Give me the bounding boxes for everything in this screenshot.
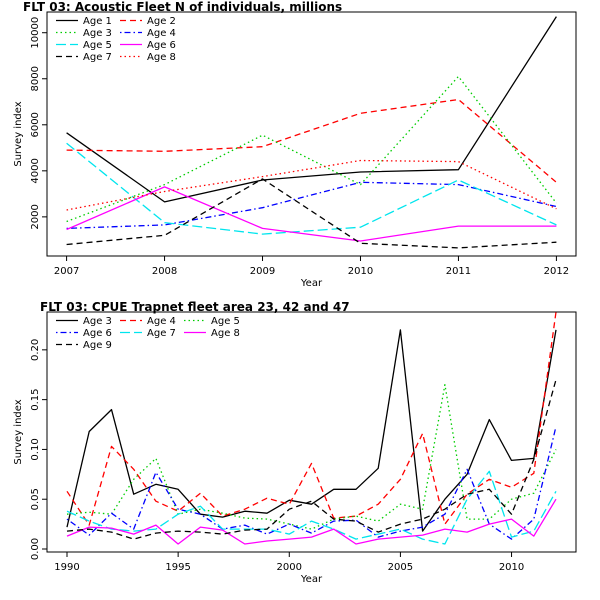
panel1-x-tick-label: 2010 bbox=[348, 266, 373, 277]
panel1-series-line-age-4 bbox=[66, 181, 557, 230]
panel1-series-line-age-3 bbox=[66, 75, 557, 223]
panel1-x-tick-label: 2011 bbox=[446, 266, 471, 277]
panel2-x-tick-label: 2000 bbox=[277, 562, 302, 573]
panel1-x-tick-label: 2007 bbox=[54, 266, 79, 277]
panel1-legend-label: Age 2 bbox=[147, 16, 176, 27]
panel1-legend-label: Age 8 bbox=[147, 52, 176, 63]
panel1-series-line-age-2 bbox=[66, 98, 557, 183]
panel2-title: FLT 03: CPUE Trapnet fleet area 23, 42 a… bbox=[40, 300, 350, 314]
panel2-x-tick-label: 2010 bbox=[499, 562, 524, 573]
panel1-legend-label: Age 1 bbox=[83, 16, 112, 27]
panel2-y-tick-label: 0.00 bbox=[30, 538, 41, 560]
panel2-x-tick-label: 1990 bbox=[54, 562, 79, 573]
panel1-y-axis-label: Survey index bbox=[13, 101, 24, 166]
panel2-x-axis-label: Year bbox=[300, 574, 323, 585]
panel1-plot-frame bbox=[46, 11, 577, 257]
panel2-legend-label: Age 7 bbox=[147, 328, 176, 339]
panel2-series-line-age-6 bbox=[66, 426, 557, 540]
panel2-y-tick-label: 0.10 bbox=[30, 438, 41, 460]
panel1-y-tick-label: 4000 bbox=[30, 158, 41, 183]
panel1-title: FLT 03: Acoustic Fleet N of individuals,… bbox=[23, 0, 342, 14]
panel2-y-tick-label: 0.20 bbox=[30, 339, 41, 361]
panel2-series-line-age-4 bbox=[66, 311, 557, 526]
panel1-series-line-age-1 bbox=[66, 16, 557, 203]
panel1-y-tick-label: 6000 bbox=[30, 112, 41, 137]
panel1-x-tick-label: 2009 bbox=[250, 266, 275, 277]
panel2-series-line-age-5 bbox=[66, 384, 557, 530]
panel1-x-tick-label: 2008 bbox=[152, 266, 177, 277]
panel1-legend-label: Age 3 bbox=[83, 28, 112, 39]
panel1-x-axis-label: Year bbox=[300, 278, 323, 289]
panel1-series-line-age-6 bbox=[66, 186, 557, 242]
panel2-series-line-age-8 bbox=[66, 498, 557, 545]
panel1-legend-label: Age 7 bbox=[83, 52, 112, 63]
panel1-x-tick-label: 2012 bbox=[544, 266, 569, 277]
panel2-y-axis-label: Survey index bbox=[13, 399, 24, 464]
panel1-legend-label: Age 6 bbox=[147, 40, 176, 51]
panel1-y-tick-label: 10000 bbox=[30, 17, 41, 49]
panel2-legend-label: Age 4 bbox=[147, 316, 176, 327]
panel1-y-tick-label: 2000 bbox=[30, 204, 41, 229]
panel1-series-line-age-7 bbox=[66, 178, 557, 249]
panel2-legend-label: Age 9 bbox=[83, 340, 112, 351]
panel2-series-line-age-3 bbox=[66, 329, 557, 532]
panel2-x-tick-label: 2005 bbox=[388, 562, 413, 573]
panel2-series-line-age-7 bbox=[66, 470, 557, 545]
panel1-legend-label: Age 5 bbox=[83, 40, 112, 51]
panel2-legend-label: Age 8 bbox=[211, 328, 240, 339]
panel2-legend-label: Age 6 bbox=[83, 328, 112, 339]
panel2-y-tick-label: 0.05 bbox=[30, 488, 41, 510]
panel2-legend-label: Age 5 bbox=[211, 316, 240, 327]
panel2-plot-frame bbox=[46, 311, 577, 553]
panel2-y-tick-label: 0.15 bbox=[30, 389, 41, 411]
panel2-x-tick-label: 1995 bbox=[165, 562, 190, 573]
panel1-legend-label: Age 4 bbox=[147, 28, 176, 39]
panel2-legend-label: Age 3 bbox=[83, 316, 112, 327]
panel2-series-line-age-9 bbox=[66, 379, 557, 540]
panel1-series-line-age-8 bbox=[66, 159, 557, 211]
panel1-y-tick-label: 8000 bbox=[30, 66, 41, 91]
panel1-series-line-age-5 bbox=[66, 142, 557, 235]
